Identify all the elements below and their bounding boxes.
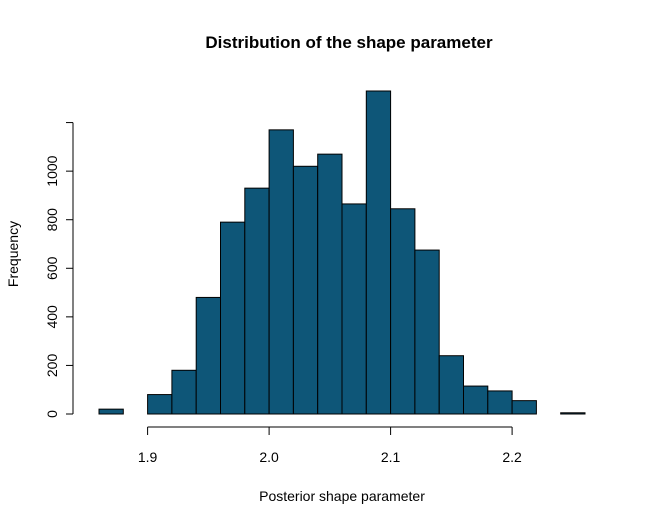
x-tick-label-3: 2.2	[502, 449, 522, 465]
x-tick-label-2: 2.1	[381, 449, 401, 465]
histogram-bar-3	[171, 369, 197, 415]
histogram-bar-10	[341, 203, 367, 415]
histogram-bar-14	[438, 355, 465, 415]
y-axis-label: Frequency	[5, 221, 21, 287]
histogram-bar-0	[98, 408, 124, 415]
x-axis-label: Posterior shape parameter	[259, 488, 425, 504]
histogram-bar-6	[244, 187, 270, 415]
histogram-bars	[98, 90, 586, 415]
histogram-bar-9	[317, 153, 343, 415]
histogram-bar-5	[220, 221, 246, 415]
histogram-bar-15	[463, 385, 489, 415]
histogram-bar-16	[487, 390, 513, 415]
histogram-bar-19	[560, 412, 586, 415]
x-tick-label-0: 1.9	[138, 449, 158, 465]
histogram-bar-11	[365, 90, 392, 415]
y-tick-label-5: 1000	[44, 155, 60, 186]
x-tick-label-1: 2.0	[259, 449, 279, 465]
x-axis: 1.9 2.0 2.1 2.2	[138, 426, 522, 465]
y-tick-label-2: 400	[44, 305, 60, 329]
histogram-bar-12	[390, 208, 416, 415]
y-tick-label-4: 800	[44, 208, 60, 232]
y-axis: 0 200 400 600 800 1000	[44, 122, 74, 418]
histogram-bar-8	[292, 165, 319, 415]
histogram-bar-13	[414, 249, 440, 415]
histogram-bar-2	[147, 394, 173, 415]
y-tick-label-1: 200	[44, 354, 60, 378]
chart-title: Distribution of the shape parameter	[205, 33, 493, 52]
histogram-bar-4	[195, 296, 221, 415]
y-tick-label-3: 600	[44, 256, 60, 280]
histogram-bar-17	[511, 400, 537, 415]
y-tick-label-0: 0	[44, 410, 60, 418]
histogram-bar-7	[268, 129, 294, 415]
